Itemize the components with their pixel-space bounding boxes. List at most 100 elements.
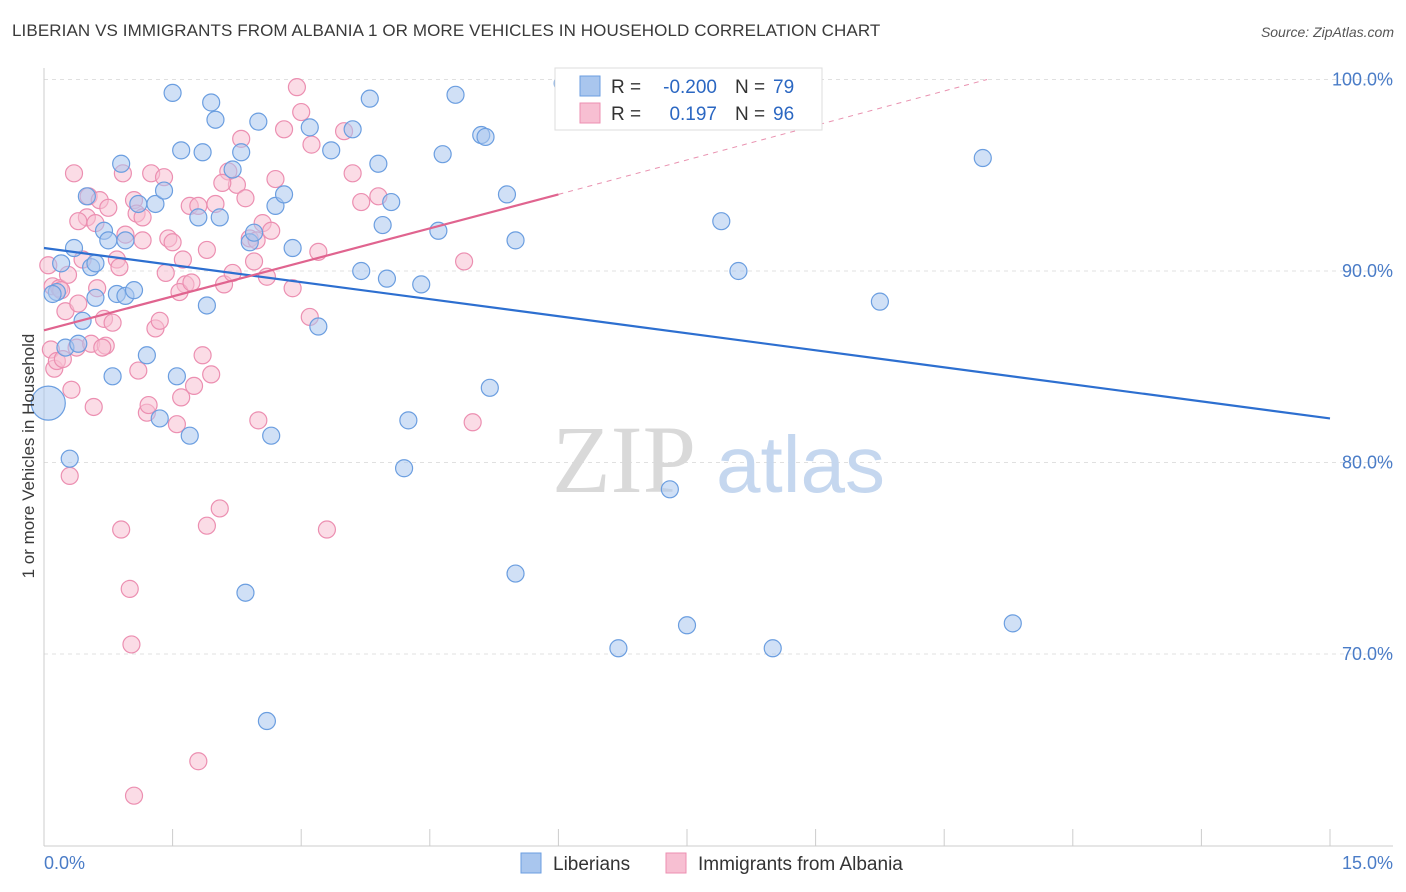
x-tick-label-min: 0.0% [44,853,85,873]
albania-point [150,311,169,330]
liberian-point [249,112,268,131]
liberian-point [197,296,216,315]
albania-point [139,395,158,415]
y-tick-label-100: 100.0% [1332,70,1393,90]
liberian-point [206,110,225,129]
liberian-point [322,141,341,160]
liberian-point [137,346,156,365]
liberian-point [283,238,302,258]
albania-point [156,263,175,283]
liberian-point [399,411,418,430]
trend-lines [43,79,1331,420]
albania-point [62,380,81,399]
liberian-point [244,223,264,242]
stats-n-label-1: N = [735,77,765,98]
albania-point [262,221,281,240]
liberian-point [712,212,731,231]
liberian-point [497,185,517,204]
liberian-point [763,639,782,658]
liberian-point [369,154,388,173]
liberian-point [77,187,96,206]
liberian-point [274,185,294,204]
liberian-point [99,231,118,250]
liberian-point [973,148,992,168]
y-tick-label-80: 80.0% [1342,453,1393,473]
liberian-point [189,208,208,227]
liberian-point [129,194,148,214]
liberian-point [382,192,401,212]
albania-point [167,415,186,434]
stats-n-value-2: 96 [773,104,794,125]
liberian-point [352,261,371,281]
liberian-point [60,449,79,468]
liberian-point [236,583,255,602]
liberian-point [163,83,182,103]
liberian-point [377,269,397,288]
stats-r-value-2: 0.197 [669,104,717,125]
legend-swatch-liberians [520,852,542,874]
albania-point [182,273,201,292]
axes [43,68,1393,847]
albania-trend-extension [558,79,988,195]
liberian-point [202,93,221,112]
legend-label-liberians: Liberians [553,854,630,875]
liberian-points [30,74,1022,731]
stats-legend-swatch-pink [579,102,601,124]
albania-point [93,338,112,357]
albania-point [184,376,204,395]
albania-point [317,520,337,539]
legend-swatch-albania [665,852,687,874]
stats-legend-swatch-blue [579,75,601,97]
albania-point [64,164,84,183]
liberian-point [172,141,191,160]
albania-point [249,411,268,430]
liberian-point [150,409,169,428]
liberian-point [506,564,525,583]
albania-point [197,516,216,535]
liberian-point [446,85,465,104]
albania-point [103,313,122,332]
liberian-point [167,367,186,386]
albania-point [236,189,255,208]
liberian-point [677,616,697,635]
source-credit: Source: ZipAtlas.com [1260,24,1394,40]
liberian-point [480,378,499,397]
albania-point [213,173,232,193]
liberian-point [360,89,379,108]
liberian-point [146,194,165,214]
albania-point [202,365,221,384]
stats-n-value-1: 79 [773,77,794,98]
albania-point [112,520,131,539]
liberian-point [86,254,105,273]
grid [44,79,1393,655]
liberian-point [86,288,105,307]
liberian-point [309,317,328,336]
liberian-point [103,367,122,386]
liberian-point [116,231,135,250]
albania-point [193,346,212,365]
liberian-point [300,118,319,137]
stats-r-value-1: -0.200 [663,77,717,98]
albania-point [163,233,182,252]
albania-points [39,78,482,805]
albania-point [343,164,362,183]
albania-point [124,786,144,805]
series-legend: Liberians Immigrants from Albania [520,852,903,875]
albania-point [189,752,208,771]
albania-point [210,499,229,518]
chart-title: LIBERIAN VS IMMIGRANTS FROM ALBANIA 1 OR… [12,21,881,40]
liberian-point [180,426,199,445]
stats-r-label-2: R = [611,104,641,125]
albania-point [302,135,321,154]
liberian-point [729,261,748,281]
liberian-point [660,480,679,499]
albania-point [129,361,148,380]
albania-point [244,252,264,271]
liberian-point [232,143,251,162]
liberian-point [193,143,212,162]
stats-legend: R = -0.200 N = 79 R = 0.197 N = 96 [554,67,823,131]
albania-point [110,258,129,277]
albania-point [287,78,307,97]
albania-point [274,120,294,139]
